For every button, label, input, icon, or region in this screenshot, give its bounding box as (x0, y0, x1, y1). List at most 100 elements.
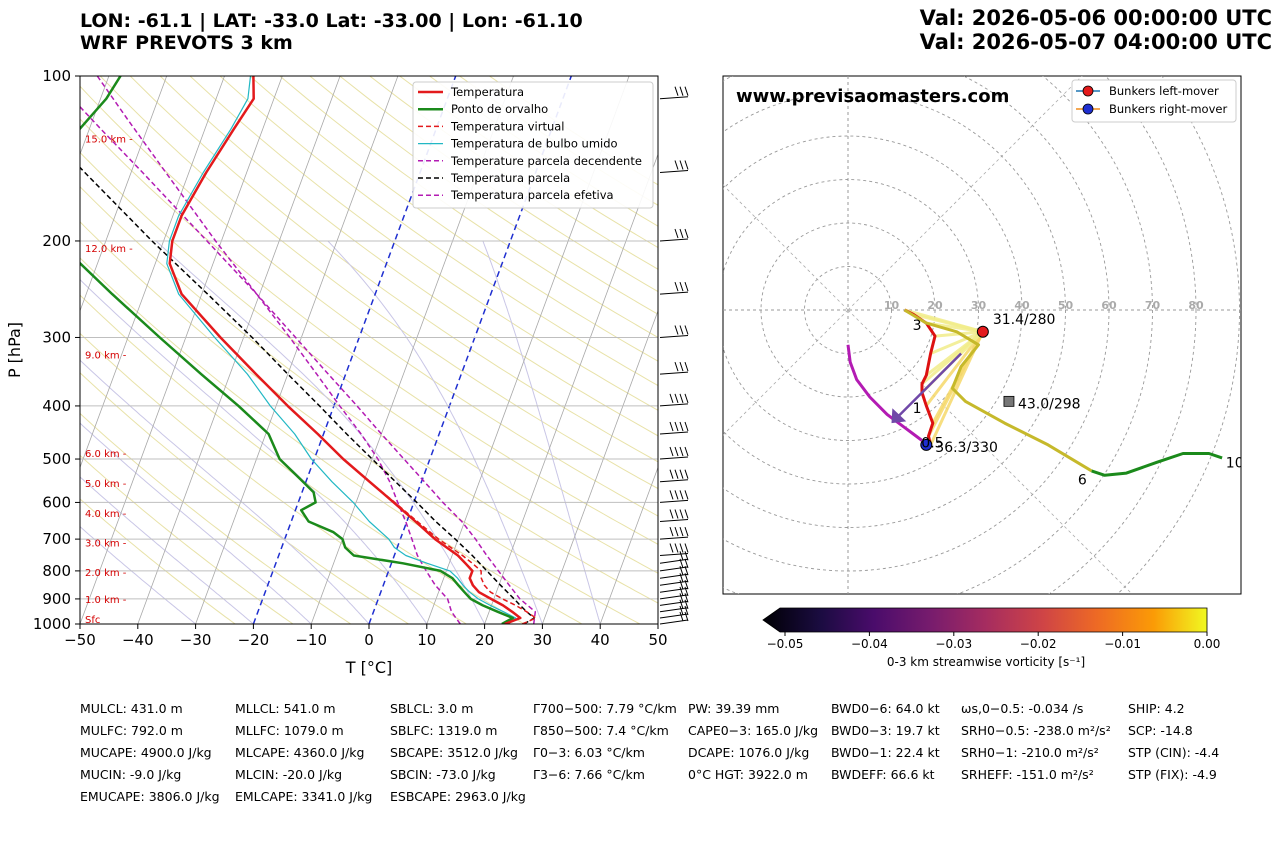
bunkers-right-marker (920, 438, 933, 451)
wind-barb (659, 469, 689, 483)
skewt-legend: Temperatura Ponto de orvalho Temperatura v… (412, 81, 654, 209)
dry-adiabat (80, 332, 467, 624)
x-tick-label: −40 (122, 631, 154, 649)
barb-flag (669, 393, 674, 404)
barb-flag (679, 605, 684, 616)
location-line: LON: -61.1 | LAT: -33.0 Lat: -33.00 | Lo… (80, 10, 583, 32)
barb-flag (684, 543, 689, 553)
param-bwd-0-6: BWD0−6: 64.0 kt (831, 701, 940, 716)
param-mllfc: MLLFC: 1079.0 m (235, 723, 344, 738)
barb-flag (679, 551, 684, 561)
skewt-axes: −50 −40 −30 −20 −10 0 10 20 30 40 50 1000 900 800 700 6… (5, 67, 668, 677)
barb-flag (684, 611, 689, 622)
barb-flag (674, 526, 679, 537)
x-tick-label: 50 (648, 631, 667, 649)
dry-adiabat (249, 76, 658, 362)
x-tick-label: −50 (64, 631, 96, 649)
hodo-segment (1091, 452, 1223, 477)
colorbar-tick-label: −0.05 (767, 637, 804, 651)
hodo-legend-box (1071, 79, 1237, 123)
height-label: 15.0 km - (85, 134, 133, 145)
barb-flag (674, 509, 679, 519)
barb-flag (684, 509, 689, 519)
param-freezing-height: 0°C HGT: 3922.0 m (688, 767, 808, 782)
wind-barb (659, 605, 689, 619)
param-sbcin: SBCIN: -73.0 J/kg (390, 767, 496, 782)
barb-flag (669, 490, 674, 500)
height-label: 2.0 km - (85, 568, 127, 579)
hodo-height-label: 6 (1078, 473, 1087, 489)
barb-staff (659, 536, 689, 540)
wind-barb (659, 228, 689, 242)
barb-staff (659, 587, 689, 593)
y-tick-label: 400 (42, 397, 71, 415)
barb-flag (674, 543, 679, 553)
barb-flag (669, 469, 674, 479)
param-mucin: MUCIN: -9.0 J/kg (80, 767, 182, 782)
wind-barb (659, 361, 689, 375)
profile-effective_parcel (80, 105, 537, 624)
barb-flag (679, 543, 684, 553)
wind-barb (659, 543, 689, 556)
height-label: 5.0 km - (85, 479, 127, 490)
param-ship: SHIP: 4.2 (1128, 701, 1185, 716)
y-tick-label: 500 (42, 450, 71, 468)
param-lapse-850-500: Γ850−500: 7.4 °C/km (533, 723, 669, 738)
wind-barb (659, 490, 689, 503)
hodo-height-label: 10 (1226, 455, 1244, 471)
height-label: Sfc (85, 615, 100, 626)
y-tick-label: 700 (42, 530, 71, 548)
hodo-height-label: 3 (913, 318, 922, 334)
dry-adiabat (80, 186, 658, 604)
dry-adiabat (80, 85, 658, 517)
barb-flag (679, 421, 684, 432)
sounding-figure: Sfc 1.0 km - 2.0 km - 3.0 km - 4.0 km - 5.0 k… (5, 67, 1244, 677)
param-column-4: Γ700−500: 7.79 °C/km Γ850−500: 7.4 °C/km… (533, 698, 677, 786)
barb-flag (684, 281, 689, 292)
param-pw: PW: 39.39 mm (688, 701, 780, 716)
barb-flag (679, 393, 684, 404)
hodograph-legend: Bunkers left-mover Bunkers right-mover (1071, 79, 1237, 123)
dry-adiabat (189, 76, 658, 411)
barb-flag (684, 558, 689, 569)
dry-adiabat (80, 372, 409, 624)
dry-adiabat (219, 76, 658, 387)
barb-staff (659, 619, 689, 625)
y-tick-label: 200 (42, 232, 71, 250)
param-mulcl: MULCL: 431.0 m (80, 701, 183, 716)
x-tick-label: 10 (417, 631, 436, 649)
barb-flag (669, 421, 674, 432)
barb-flag (674, 86, 679, 96)
wind-barb (659, 446, 689, 460)
barb-flag (679, 593, 684, 603)
legend-entry: Temperatura parcela efetiva (450, 188, 614, 202)
legend-entry: Temperatura de bulbo umido (450, 137, 618, 151)
profile-parcel (80, 166, 535, 624)
colorbar-tick-label: −0.04 (851, 637, 888, 651)
wind-barb (659, 509, 689, 522)
mean-wind-label: 43.0/298 (1018, 396, 1081, 412)
legend-entry: Ponto de orvalho (451, 102, 548, 116)
param-column-7: ωs,0−0.5: -0.034 /s SRH0−0.5: -238.0 m²/… (961, 698, 1111, 786)
dry-adiabat (159, 76, 658, 437)
height-label: 6.0 km - (85, 449, 127, 460)
barb-flag (674, 446, 679, 457)
barb-flag (674, 469, 679, 479)
barb-flag (679, 281, 684, 292)
legend-box (412, 81, 654, 209)
x-tick-label: 30 (533, 631, 552, 649)
param-esbcape: ESBCAPE: 2963.0 J/kg (390, 789, 526, 804)
hodo-ring (723, 76, 1153, 594)
ring-label: 20 (927, 299, 943, 312)
ring-label: 10 (884, 299, 900, 312)
height-label: 12.0 km - (85, 244, 133, 255)
wind-barb (659, 526, 689, 540)
ring-label: 50 (1058, 299, 1074, 312)
dry-adiabat (80, 454, 294, 624)
height-label: 4.0 km - (85, 509, 127, 520)
barb-flag (674, 421, 679, 432)
param-mulfc: MULFC: 792.0 m (80, 723, 183, 738)
colorbar-tick-label: 0.00 (1194, 637, 1221, 651)
barb-flag (684, 526, 689, 537)
profile-wetbulb (166, 76, 517, 624)
